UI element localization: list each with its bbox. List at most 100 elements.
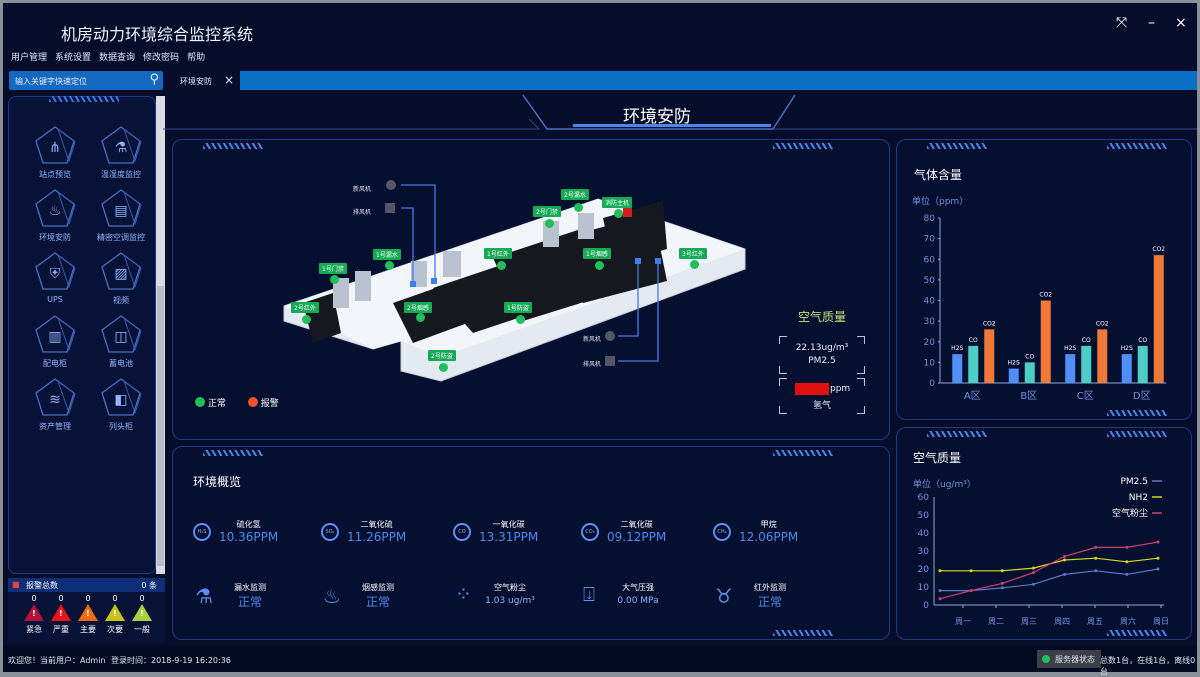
- menu-settings[interactable]: 系统设置: [55, 53, 92, 63]
- sensor-status-dot[interactable]: [385, 261, 394, 270]
- gas-reading: CO₂ 二氧化碳 09.12PPM: [581, 519, 666, 544]
- fire-icon: ♨: [323, 584, 341, 608]
- search-icon[interactable]: ⚲: [149, 72, 159, 87]
- floorplan-drawing: [283, 180, 746, 382]
- sensor-tag[interactable]: 消防主机: [602, 197, 633, 208]
- search-input[interactable]: 输入关键字快速定位 ⚲: [9, 71, 163, 90]
- gas-value: 13.31PPM: [479, 530, 539, 544]
- sensor-status-dot[interactable]: [330, 275, 339, 284]
- x-tick-label: 周一: [955, 617, 971, 626]
- monitor-value: 正常: [757, 595, 782, 609]
- bar-CO2: [1040, 300, 1051, 383]
- fullscreen-icon[interactable]: ⤧: [1116, 15, 1128, 31]
- x-tick-label: 周六: [1120, 616, 1136, 626]
- svg-text:♨: ♨: [49, 203, 62, 219]
- sidebar-item-5[interactable]: ▨ 视频: [91, 251, 151, 306]
- alarm-level-2[interactable]: 0! 主要: [76, 594, 100, 635]
- menu-user[interactable]: 用户管理: [11, 53, 48, 63]
- menu-password[interactable]: 修改密码: [143, 53, 180, 63]
- monitor-value: 1.03 ug/m³: [485, 596, 535, 606]
- server-status-button[interactable]: 服务器状态: [1037, 650, 1101, 668]
- sensor-tag[interactable]: 2号漏水: [561, 189, 589, 200]
- search-placeholder: 输入关键字快速定位: [15, 77, 87, 86]
- sidebar-item-label: 温湿度监控: [101, 170, 141, 179]
- sensor-tag[interactable]: 2号烟感: [404, 302, 432, 313]
- legend-label: 空气粉尘: [1112, 507, 1148, 519]
- tab-bar: [240, 71, 1197, 90]
- sensor-status-dot[interactable]: [614, 209, 623, 218]
- sensor-tag[interactable]: 1号防盗: [504, 302, 532, 313]
- alarm-level-label: 次要: [107, 625, 123, 634]
- bar-CO2: [984, 329, 995, 383]
- alarm-count: 0: [139, 594, 145, 603]
- sidebar-item-7[interactable]: ◫ 蓄电池: [91, 314, 151, 369]
- x-tick-label: B区: [1020, 390, 1037, 402]
- y-tick-label: 80: [924, 214, 936, 224]
- dust-icon: ⁘: [455, 582, 472, 606]
- data-point: [1000, 581, 1004, 585]
- sensor-tag[interactable]: 1号门禁: [319, 263, 347, 274]
- sensor-tag[interactable]: 2号红外: [291, 302, 319, 313]
- menu-help[interactable]: 帮助: [187, 53, 206, 63]
- bar-label: CO2: [1039, 292, 1052, 299]
- sidebar-scrollbar[interactable]: [156, 96, 165, 574]
- sensor-status-dot[interactable]: [497, 261, 506, 270]
- alarm-level-0[interactable]: 0! 紧急: [22, 594, 46, 635]
- bar-CO: [968, 345, 979, 383]
- bar-label: CO: [969, 337, 978, 344]
- alarm-level-3[interactable]: 0! 次要: [103, 594, 127, 635]
- alarm-summary: ■ 报警总数 0 条 0! 紧急 0! 严重 0! 主要 0! 次要 0! 一般: [8, 578, 165, 643]
- sidebar-item-3[interactable]: ▤ 精密空调监控: [91, 188, 151, 243]
- sidebar-item-8[interactable]: ≋ 资产管理: [25, 377, 85, 432]
- sensor-tag[interactable]: 1号红外: [484, 248, 512, 259]
- sensor-tag[interactable]: 2号门禁: [533, 206, 561, 217]
- scroll-thumb[interactable]: [157, 286, 164, 566]
- legend-normal: 正常: [195, 396, 226, 409]
- alarm-header[interactable]: ■ 报警总数 0 条: [8, 578, 165, 592]
- sensor-tag[interactable]: 3号红外: [679, 248, 707, 259]
- gas-molecule-icon: H₂S: [193, 522, 211, 541]
- sensor-tag[interactable]: 2号防盗: [428, 350, 456, 361]
- y-tick-label: 20: [924, 338, 936, 348]
- x-tick-label: D区: [1133, 390, 1151, 402]
- data-point: [1094, 569, 1098, 573]
- alarm-level-1[interactable]: 0! 严重: [49, 594, 73, 635]
- sensor-status-dot[interactable]: [574, 203, 583, 212]
- minimize-icon[interactable]: –: [1148, 15, 1155, 31]
- sensor-tag[interactable]: 1号漏水: [373, 249, 401, 260]
- close-icon[interactable]: ×: [1175, 15, 1187, 31]
- data-point: [1156, 540, 1160, 544]
- gas-reading: H₂S 硫化氢 10.36PPM: [193, 519, 278, 544]
- sensor-status-dot[interactable]: [545, 219, 554, 228]
- sensor-status-dot[interactable]: [302, 315, 311, 324]
- sensor-status-dot[interactable]: [595, 261, 604, 270]
- y-tick-label: 0: [929, 379, 935, 389]
- bar-label: CO2: [1096, 320, 1109, 327]
- sidebar-item-4[interactable]: ⛨ UPS: [25, 251, 85, 304]
- svg-text:⋔: ⋔: [49, 140, 61, 156]
- alarm-total: 0 条: [141, 581, 157, 590]
- sensor-status-dot[interactable]: [516, 315, 525, 324]
- sensor-tag[interactable]: 1号烟感: [583, 248, 611, 259]
- monitor-reading: ♉ 红外监测 正常: [715, 582, 795, 610]
- y-tick-label: 30: [924, 317, 936, 327]
- tab-env-security[interactable]: 环境安防 ×: [168, 71, 240, 90]
- close-tab-icon[interactable]: ×: [223, 73, 234, 87]
- sidebar-item-label: 配电柜: [43, 359, 67, 368]
- h2-value-bar: [795, 383, 829, 395]
- sidebar-item-6[interactable]: ▥ 配电柜: [25, 314, 85, 369]
- sensor-status-dot[interactable]: [690, 260, 699, 269]
- menu-query[interactable]: 数据查询: [99, 53, 136, 63]
- sidebar-item-0[interactable]: ⋔ 站点预览: [25, 125, 85, 180]
- data-point: [1094, 556, 1098, 560]
- alarm-level-4[interactable]: 0! 一般: [130, 594, 154, 635]
- sidebar-item-1[interactable]: ⚗ 温湿度监控: [91, 125, 151, 180]
- monitor-label: 烟感监测: [362, 583, 394, 592]
- data-point: [1125, 545, 1129, 549]
- sidebar-item-2[interactable]: ♨ 环境安防: [25, 188, 85, 243]
- sidebar-item-9[interactable]: ◧ 列头柜: [91, 377, 151, 432]
- sensor-status-dot[interactable]: [416, 313, 425, 322]
- sensor-status-dot[interactable]: [439, 363, 448, 372]
- gas-reading: CO 一氧化碳 13.31PPM: [453, 519, 538, 544]
